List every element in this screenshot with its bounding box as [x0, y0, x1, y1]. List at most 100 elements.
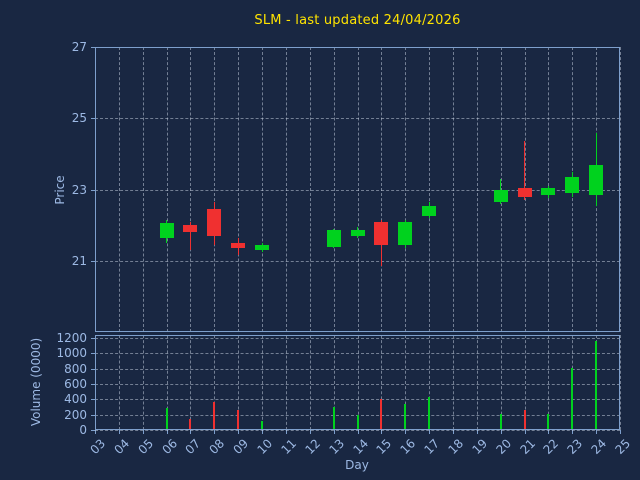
volume-bar [571, 367, 574, 430]
x-tick-label: 12 [302, 436, 323, 457]
x-tick-label: 17 [421, 436, 443, 457]
volume-bar [237, 410, 240, 430]
x-tick-mark [95, 430, 96, 434]
volume-gridline-vertical [166, 335, 168, 430]
x-tick-label: 05 [135, 436, 156, 457]
volume-tick-label: 400 [64, 392, 87, 407]
x-tick-mark [214, 430, 216, 434]
x-tick-mark [357, 430, 359, 434]
volume-bar [380, 399, 383, 430]
price-tick-mark [91, 118, 95, 120]
candle-wick [189, 221, 191, 251]
x-tick-label: 19 [469, 436, 491, 457]
volume-gridline-vertical [620, 335, 621, 430]
x-tick-mark [500, 430, 502, 434]
volume-gridline-vertical [452, 335, 454, 430]
price-tick-label: 23 [71, 182, 87, 197]
volume-bar [547, 413, 550, 430]
x-tick-mark [476, 430, 478, 434]
candle-body [255, 244, 270, 251]
price-gridline-horizontal [95, 260, 620, 262]
x-tick-mark [142, 430, 144, 434]
x-tick-label: 24 [588, 436, 610, 457]
x-tick-label: 25 [612, 436, 634, 457]
volume-tick-mark [91, 414, 95, 416]
volume-gridline-vertical [500, 335, 502, 430]
volume-gridline-vertical [405, 335, 407, 430]
x-tick-mark [524, 430, 526, 434]
volume-tick-mark [91, 353, 95, 355]
candle-body [422, 205, 437, 217]
volume-tick-label: 200 [64, 407, 87, 422]
price-plot-panel [95, 47, 620, 332]
volume-gridline-horizontal [95, 368, 620, 370]
volume-bar [213, 402, 216, 430]
price-tick-label: 21 [71, 253, 87, 268]
volume-gridline-horizontal [95, 399, 620, 401]
volume-bar [404, 403, 407, 430]
volume-tick-mark [91, 430, 95, 431]
volume-gridline-vertical [285, 335, 287, 430]
volume-gridline-vertical [548, 335, 550, 430]
volume-gridline-horizontal [95, 384, 620, 386]
volume-plot-panel [95, 335, 620, 430]
volume-tick-label: 0 [79, 423, 87, 437]
candle-body [493, 189, 508, 202]
price-tick-label: 27 [71, 40, 87, 54]
volume-gridline-horizontal [95, 338, 620, 340]
candle-body [589, 164, 604, 195]
volume-tick-mark [91, 384, 95, 386]
x-tick-label: 14 [349, 436, 371, 457]
volume-bar [356, 415, 359, 430]
volume-gridline-vertical [309, 335, 311, 430]
x-tick-mark [118, 430, 120, 434]
volume-gridline-horizontal [95, 414, 620, 416]
x-tick-label: 09 [230, 436, 252, 457]
x-tick-label: 18 [445, 436, 467, 457]
volume-tick-label: 1200 [56, 331, 87, 346]
price-tick-label: 25 [71, 111, 87, 126]
x-tick-mark [405, 430, 407, 434]
price-gridline-vertical [620, 47, 621, 332]
x-tick-mark [381, 430, 383, 434]
price-gridline-horizontal [95, 118, 620, 120]
candle-body [326, 230, 341, 247]
candle-body [231, 242, 246, 249]
x-tick-mark [285, 430, 287, 434]
x-tick-mark [548, 430, 550, 434]
volume-gridline-vertical [429, 335, 431, 430]
volume-gridline-vertical [262, 335, 264, 430]
candle-body [374, 221, 389, 245]
volume-bar [523, 410, 526, 430]
volume-tick-mark [91, 399, 95, 401]
volume-tick-label: 1000 [56, 346, 87, 361]
x-tick-label: 15 [373, 436, 395, 457]
volume-gridline-vertical [190, 335, 192, 430]
x-tick-mark [262, 430, 264, 434]
x-tick-mark [190, 430, 192, 434]
candle-body [541, 187, 556, 195]
x-tick-label: 10 [254, 436, 276, 457]
volume-gridline-horizontal [95, 353, 620, 355]
volume-bar [428, 397, 431, 430]
candle-body [398, 221, 413, 245]
x-tick-label: 06 [159, 436, 180, 457]
x-tick-mark [572, 430, 574, 434]
candle-body [207, 209, 222, 236]
x-tick-label: 16 [397, 436, 419, 457]
price-tick-mark [91, 47, 95, 48]
x-tick-label: 22 [540, 436, 562, 457]
x-tick-mark [238, 430, 240, 434]
volume-tick-mark [91, 338, 95, 340]
volume-gridline-vertical [214, 335, 216, 430]
x-tick-mark [452, 430, 454, 434]
x-tick-label: 08 [206, 436, 228, 457]
x-tick-label: 11 [278, 436, 300, 457]
x-tick-mark [429, 430, 431, 434]
x-tick-label: 21 [517, 436, 538, 457]
volume-gridline-vertical [476, 335, 478, 430]
volume-bar [499, 413, 502, 430]
chart-title: SLM - last updated 24/04/2026 [254, 13, 461, 28]
x-tick-mark [333, 430, 335, 434]
x-tick-label: 13 [326, 436, 347, 457]
